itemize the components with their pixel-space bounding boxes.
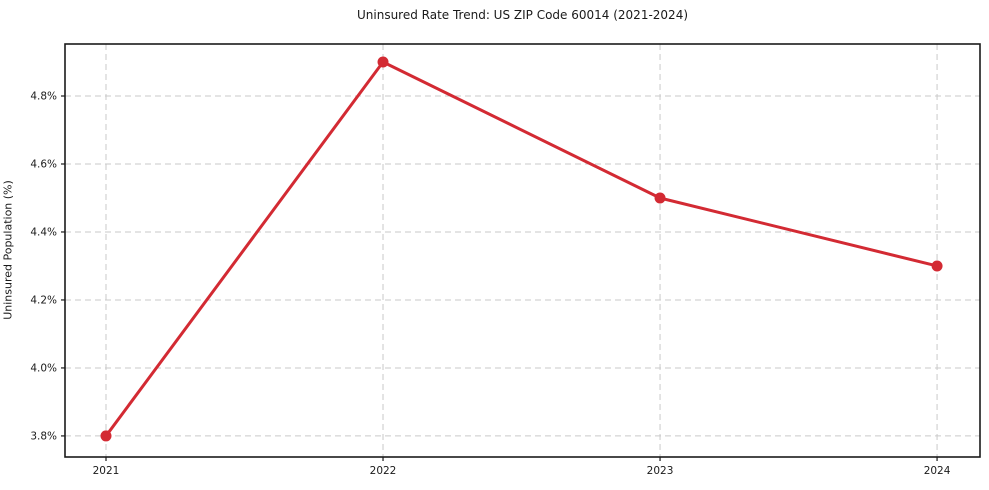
x-tick-label: 2023 (647, 465, 674, 477)
y-tick-label: 4.0% (30, 362, 57, 374)
data-point (931, 260, 943, 272)
trend-line (104, 60, 939, 438)
y-axis-label: Uninsured Population (%) (1, 180, 15, 320)
y-tick-label: 4.6% (30, 158, 57, 170)
y-tick-label: 3.8% (30, 430, 57, 442)
plot-border (64, 43, 981, 458)
data-point (654, 192, 666, 204)
y-tick-label: 4.8% (30, 91, 57, 103)
y-tick-label: 4.4% (30, 226, 57, 238)
y-tick-label: 4.2% (30, 294, 57, 306)
chart-title: Uninsured Rate Trend: US ZIP Code 60014 … (356, 8, 689, 22)
data-point (100, 430, 112, 442)
x-tick-label: 2024 (924, 465, 951, 477)
data-point (377, 56, 389, 68)
x-tick-label: 2022 (370, 465, 397, 477)
x-tick-label: 2021 (93, 465, 120, 477)
